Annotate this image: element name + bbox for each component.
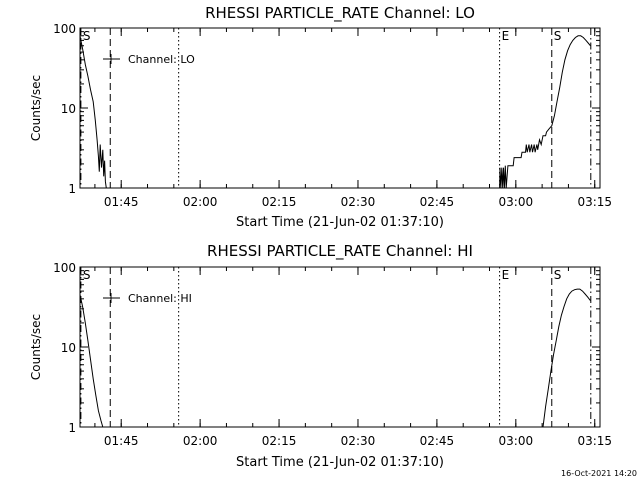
chart-title: RHESSI PARTICLE_RATE Channel: LO bbox=[205, 4, 475, 23]
y-tick-label: 100 bbox=[53, 261, 76, 275]
legend-label: Channel: LO bbox=[128, 53, 195, 66]
x-tick-label: 03:00 bbox=[499, 434, 534, 448]
x-axis-label: Start Time (21-Jun-02 01:37:10) bbox=[236, 215, 444, 230]
y-tick-label: 10 bbox=[61, 102, 76, 116]
x-tick-label: 03:00 bbox=[499, 195, 534, 209]
x-tick-label: 03:15 bbox=[577, 195, 612, 209]
x-tick-label: 01:45 bbox=[104, 434, 139, 448]
legend-label: Channel: HI bbox=[128, 292, 192, 305]
event-marker-label: S bbox=[554, 268, 562, 282]
series-line bbox=[542, 288, 591, 428]
y-axis-label: Counts/sec bbox=[29, 314, 43, 380]
x-axis-label: Start Time (21-Jun-02 01:37:10) bbox=[236, 455, 444, 470]
event-marker-label: E bbox=[502, 268, 510, 282]
y-tick-label: 1 bbox=[68, 421, 76, 435]
event-marker-label: S bbox=[83, 268, 91, 282]
x-tick-label: 02:45 bbox=[420, 195, 455, 209]
x-tick-label: 02:15 bbox=[262, 434, 297, 448]
series-line bbox=[499, 35, 591, 189]
y-tick-label: 1 bbox=[68, 182, 76, 196]
y-tick-label: 10 bbox=[61, 341, 76, 355]
event-marker-label: S bbox=[554, 29, 562, 43]
y-tick-label: 100 bbox=[53, 22, 76, 36]
x-tick-label: 02:30 bbox=[341, 434, 376, 448]
footer-timestamp: 16-Oct-2021 14:20 bbox=[561, 469, 637, 478]
x-tick-label: 03:15 bbox=[577, 434, 612, 448]
plot-frame bbox=[79, 27, 601, 189]
y-axis-label: Counts/sec bbox=[29, 75, 43, 141]
chart-title: RHESSI PARTICLE_RATE Channel: HI bbox=[207, 242, 473, 261]
x-tick-label: 02:00 bbox=[183, 434, 218, 448]
x-tick-label: 02:45 bbox=[420, 434, 455, 448]
series-line bbox=[79, 35, 107, 189]
x-tick-label: 02:15 bbox=[262, 195, 297, 209]
series-line bbox=[79, 294, 104, 428]
x-tick-label: 01:45 bbox=[104, 195, 139, 209]
plot-frame bbox=[79, 266, 601, 428]
event-marker-label: S bbox=[83, 29, 91, 43]
event-marker-label: E bbox=[502, 29, 510, 43]
x-tick-label: 02:00 bbox=[183, 195, 218, 209]
x-tick-label: 02:30 bbox=[341, 195, 376, 209]
